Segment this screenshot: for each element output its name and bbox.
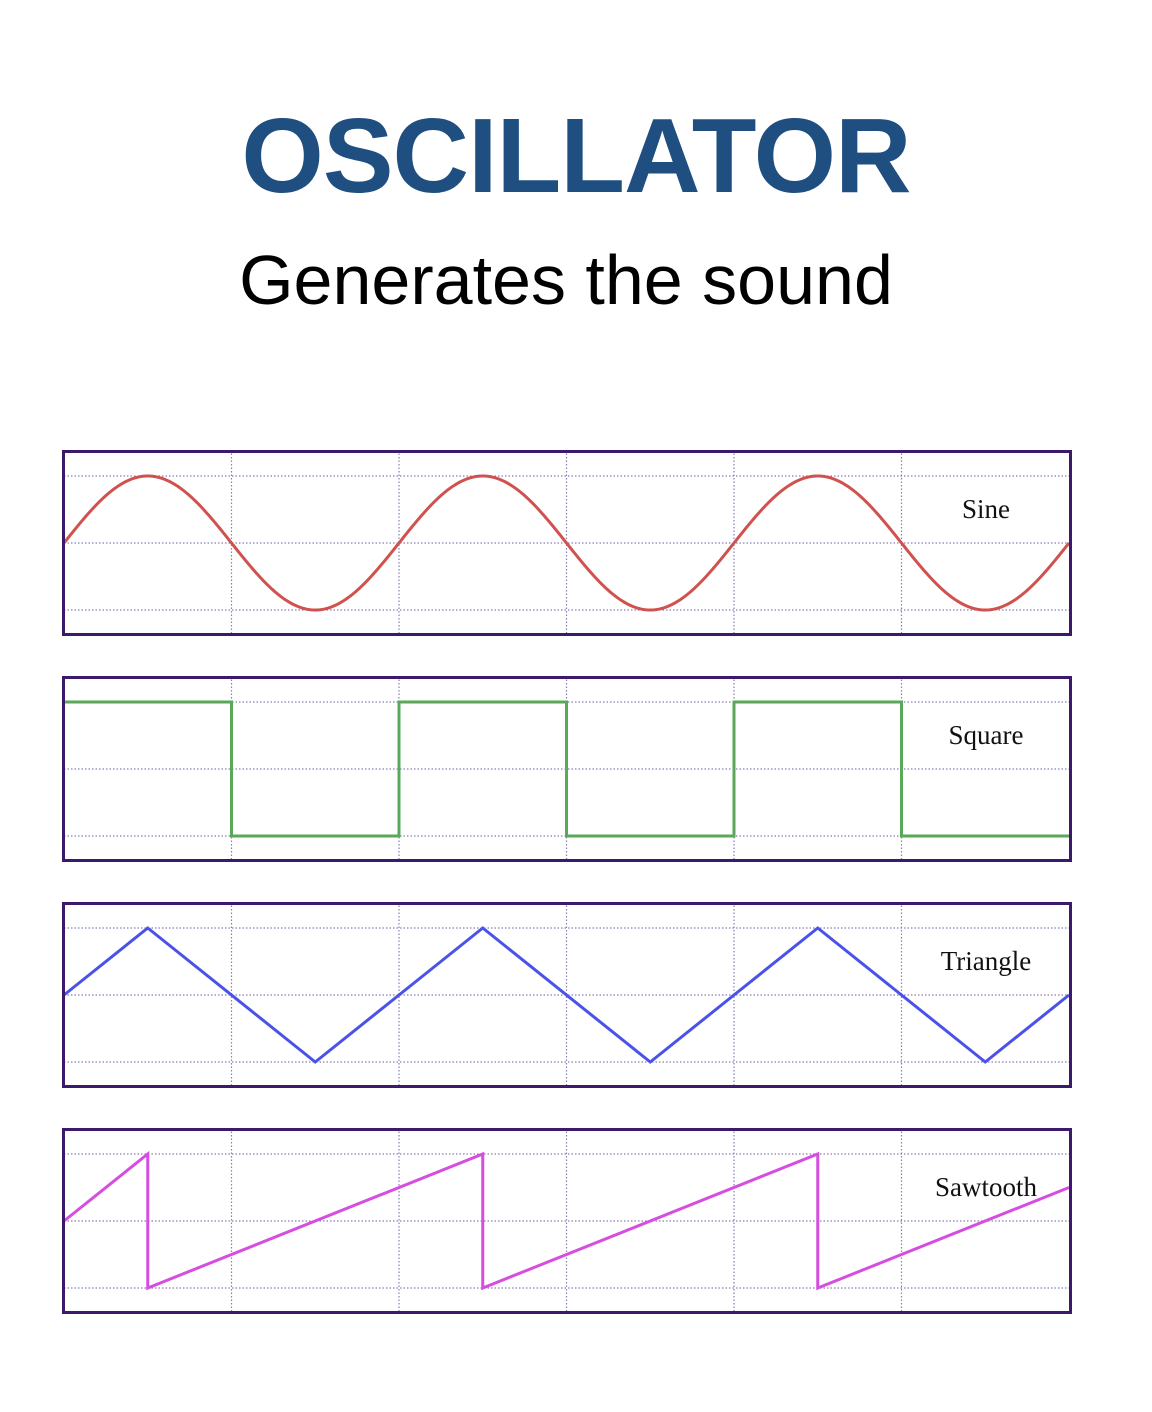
sine-label: Sine <box>962 494 1010 524</box>
sawtooth-wave-plot: Sawtooth <box>62 1128 1072 1314</box>
sine-wave-plot: Sine <box>62 450 1072 636</box>
sawtooth-grid <box>64 1128 1069 1314</box>
sawtooth-waveform <box>63 1150 1070 1291</box>
triangle-waveform <box>63 926 1070 1064</box>
page-title: OSCILLATOR <box>241 97 911 215</box>
sine-waveform <box>62 474 1071 612</box>
triangle-label: Triangle <box>941 946 1032 976</box>
square-wave-panel: Square <box>62 676 1072 862</box>
sawtooth-label: Sawtooth <box>935 1172 1038 1202</box>
page-subtitle: Generates the sound <box>239 241 893 319</box>
triangle-wave-plot: Triangle <box>62 902 1072 1088</box>
sine-frame <box>62 450 1072 636</box>
sawtooth-wave-panel: Sawtooth <box>62 1128 1072 1314</box>
triangle-wave-panel: Triangle <box>62 902 1072 1088</box>
square-label: Square <box>949 720 1024 750</box>
sawtooth-frame <box>62 1128 1072 1314</box>
square-wave-plot: Square <box>62 676 1072 862</box>
sine-wave-panel: Sine <box>62 450 1072 636</box>
triangle-frame <box>62 902 1072 1088</box>
square-frame <box>62 676 1072 862</box>
square-waveform <box>64 700 1069 838</box>
